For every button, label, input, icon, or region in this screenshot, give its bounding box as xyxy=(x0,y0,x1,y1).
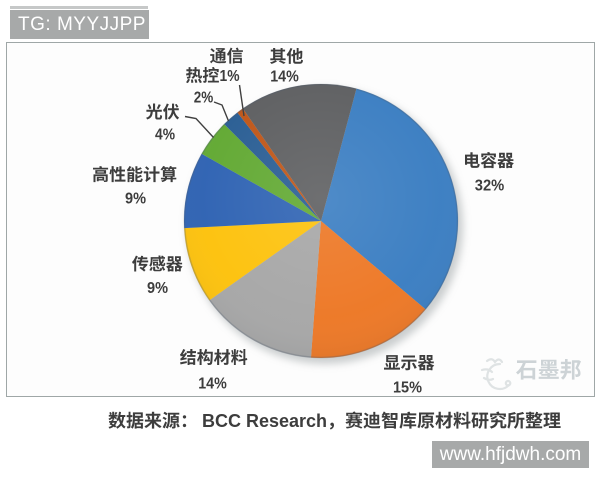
svg-text:14%: 14% xyxy=(270,69,299,86)
svg-text:BCC Research: BCC Research xyxy=(202,411,327,431)
svg-text:14%: 14% xyxy=(198,376,227,393)
svg-text:15%: 15% xyxy=(393,380,422,397)
svg-text:4%: 4% xyxy=(155,127,175,144)
svg-text:32%: 32% xyxy=(475,178,505,195)
svg-text:9%: 9% xyxy=(147,280,168,297)
svg-text:1%: 1% xyxy=(220,68,240,85)
svg-text:2%: 2% xyxy=(194,90,214,107)
svg-text:9%: 9% xyxy=(125,191,146,208)
